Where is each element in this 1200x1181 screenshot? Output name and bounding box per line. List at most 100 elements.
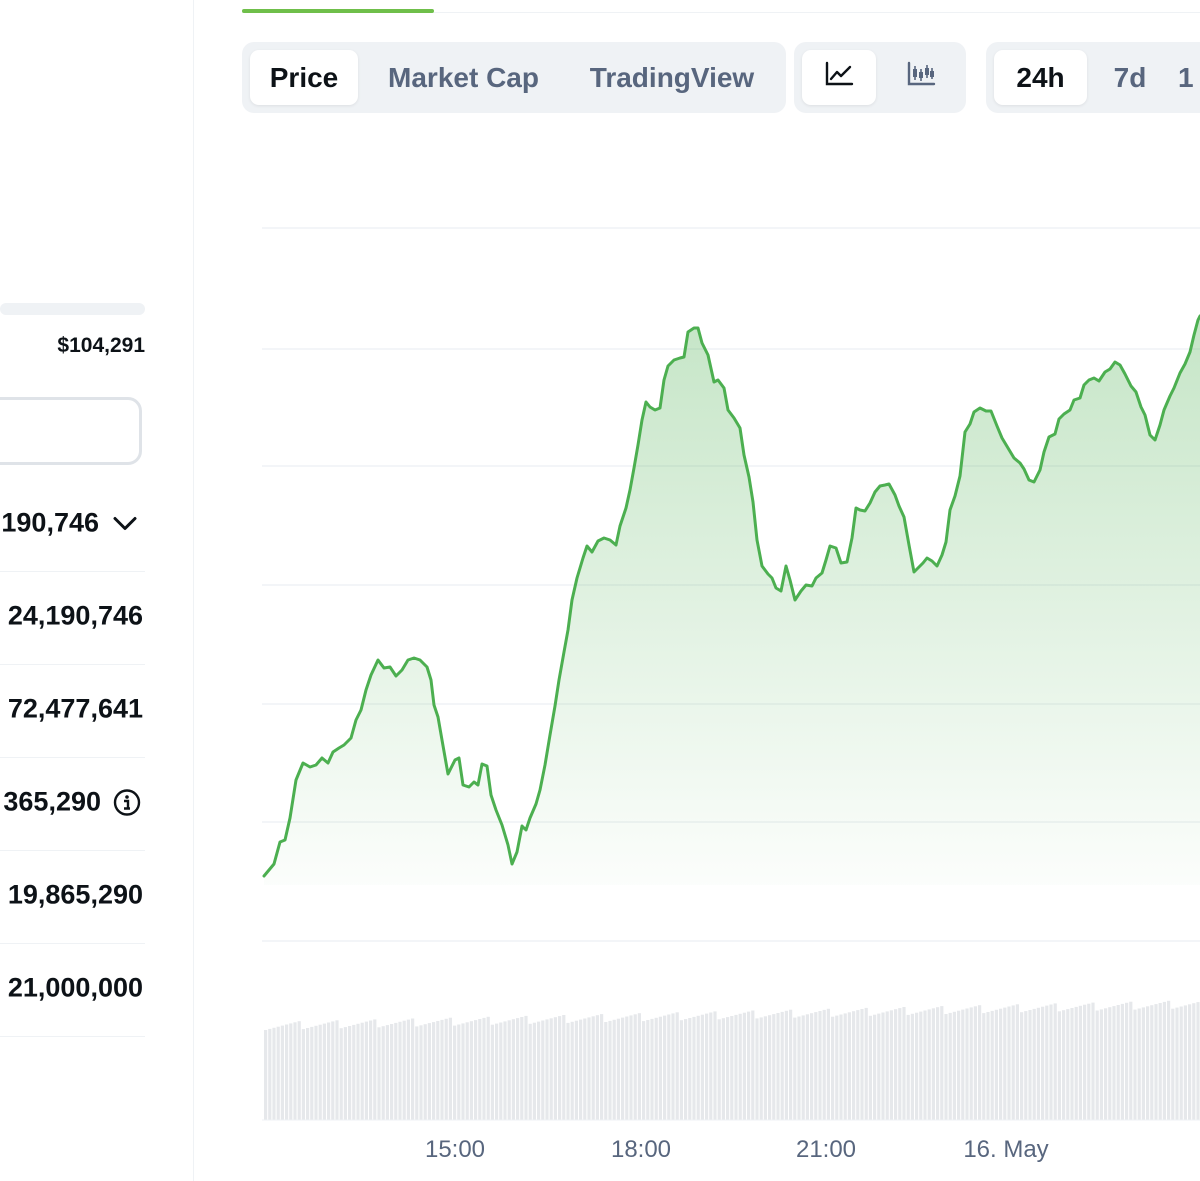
line-chart-button[interactable] <box>802 50 876 105</box>
volume-bar <box>595 1015 599 1120</box>
volume-bar <box>322 1023 326 1120</box>
range-next[interactable]: 1 <box>1178 61 1194 93</box>
volume-bar <box>335 1020 339 1120</box>
volume-bar <box>843 1013 847 1120</box>
info-icon[interactable] <box>113 788 141 816</box>
volume-bar <box>650 1018 654 1120</box>
volume-bar <box>289 1023 293 1120</box>
volume-bar <box>1024 1011 1028 1120</box>
volume-bar <box>1179 1006 1183 1120</box>
volume-bar <box>369 1020 373 1120</box>
volume-bar <box>763 1016 767 1120</box>
volume-bar <box>742 1012 746 1120</box>
price-range-bar <box>0 303 145 315</box>
tab-market-cap[interactable]: Market Cap <box>388 61 539 93</box>
volume-bar <box>768 1015 772 1120</box>
volume-bar <box>999 1008 1003 1120</box>
volume-bar <box>1041 1006 1045 1120</box>
chevron-down-icon[interactable] <box>111 509 139 537</box>
volume-bar <box>629 1015 633 1120</box>
volume-bar <box>797 1016 801 1120</box>
volume-bar <box>902 1007 906 1120</box>
volume-bar <box>264 1030 268 1120</box>
volume-bar <box>1104 1008 1108 1120</box>
volume-bar <box>352 1024 356 1120</box>
volume-bar <box>667 1014 671 1120</box>
volume-bar <box>583 1018 587 1120</box>
stat-value: 19,865,290 <box>7 879 143 910</box>
volume-bar <box>671 1013 675 1120</box>
volume-bar <box>747 1011 751 1120</box>
volume-bar <box>927 1009 931 1120</box>
volume-bar <box>524 1015 528 1120</box>
volume-bar <box>864 1007 868 1120</box>
volume-bar <box>1007 1006 1011 1120</box>
volume-bar <box>978 1005 982 1120</box>
volume-bar <box>734 1014 738 1120</box>
time-range-switcher: 24h 7d 1 <box>986 42 1200 113</box>
stat-value: 365,290 <box>3 786 101 817</box>
volume-bar <box>818 1011 822 1120</box>
volume-bar <box>297 1021 301 1120</box>
volume-bar <box>478 1019 482 1120</box>
x-axis-ticks: 15:00 18:00 21:00 16. May <box>425 1136 1049 1163</box>
volume-bar <box>839 1014 843 1120</box>
volume-bar <box>381 1026 385 1120</box>
volume-bar <box>1011 1005 1015 1120</box>
volume-bar <box>293 1022 297 1120</box>
volume-bar <box>780 1011 784 1120</box>
stat-value: 72,477,641 <box>7 693 143 724</box>
volume-bar <box>679 1020 683 1120</box>
candlestick-button[interactable] <box>884 50 958 105</box>
volume-bar <box>621 1017 625 1120</box>
volume-bar <box>553 1017 557 1120</box>
range-24h[interactable]: 24h <box>994 50 1087 105</box>
volume-bar <box>856 1010 860 1120</box>
volume-bar <box>965 1008 969 1120</box>
volume-bar <box>944 1014 948 1120</box>
volume-bar <box>1078 1005 1082 1120</box>
volume-bar <box>931 1008 935 1120</box>
volume-bar <box>360 1022 364 1120</box>
tab-divider <box>242 12 1200 13</box>
tab-tradingview[interactable]: TradingView <box>589 61 755 93</box>
volume-bar <box>730 1016 734 1120</box>
volume-bar <box>1133 1009 1137 1120</box>
volume-bar <box>852 1011 856 1120</box>
volume-bar <box>684 1019 688 1120</box>
volume-bar <box>616 1018 620 1120</box>
volume-bar <box>310 1026 314 1120</box>
volume-bar <box>948 1012 952 1120</box>
high-24h-value: $104,291 <box>57 334 145 357</box>
converter-input[interactable] <box>0 397 142 465</box>
volume-bar <box>511 1019 515 1120</box>
volume-bar <box>1158 1003 1162 1120</box>
volume-bar <box>1087 1003 1091 1120</box>
stat-value: 21,000,000 <box>7 972 143 1003</box>
volume-bar <box>600 1014 604 1120</box>
volume-bar <box>285 1024 289 1120</box>
volume-bar <box>894 1009 898 1120</box>
volume-bar <box>759 1017 763 1120</box>
volume-bar <box>1196 1002 1200 1120</box>
volume-bar <box>490 1024 494 1120</box>
range-7d[interactable]: 7d <box>1113 61 1147 93</box>
volume-bar <box>453 1025 457 1120</box>
volume-bar <box>973 1006 977 1120</box>
volume-bar <box>1129 1001 1133 1120</box>
volume-bar <box>772 1014 776 1120</box>
volume-bar <box>957 1010 961 1120</box>
tab-price[interactable]: Price <box>250 50 358 105</box>
price-area-fill <box>264 316 1200 885</box>
volume-bar <box>537 1021 541 1120</box>
volume-bar <box>1053 1003 1057 1120</box>
volume-bar <box>356 1023 360 1120</box>
volume-bar <box>915 1012 919 1120</box>
volume-bar <box>1099 1009 1103 1120</box>
volume-bar <box>516 1018 520 1120</box>
volume-bar <box>280 1025 284 1120</box>
volume-bar <box>507 1020 511 1120</box>
volume-bar <box>952 1011 956 1120</box>
volume-bar <box>982 1013 986 1120</box>
